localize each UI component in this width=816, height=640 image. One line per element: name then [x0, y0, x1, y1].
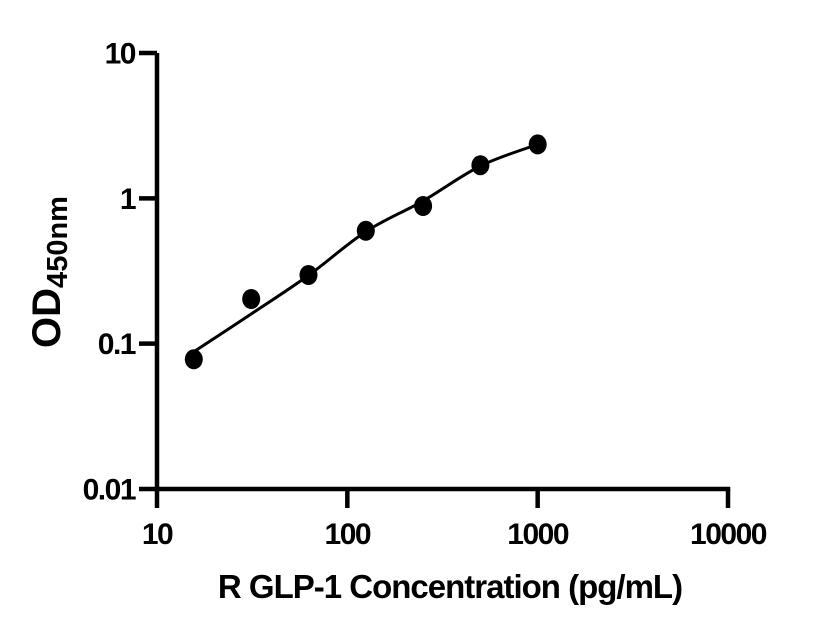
- data-point: [242, 289, 261, 309]
- y-tick-label: 10: [105, 38, 136, 71]
- data-point: [184, 349, 203, 370]
- data-point: [414, 196, 433, 216]
- x-tick-label: 10: [142, 518, 173, 551]
- x-axis-title: R GLP-1 Concentration (pg/mL): [218, 568, 682, 605]
- x-tick-label: 10000: [690, 518, 767, 551]
- x-tick-label: 100: [325, 518, 371, 551]
- data-point: [528, 134, 547, 155]
- y-tick-label: 0.1: [98, 328, 136, 361]
- y-axis-title-main: OD: [25, 288, 69, 348]
- y-axis-ticks: 10 1 0.1 0.01: [83, 38, 157, 507]
- y-tick-label: 0.01: [83, 474, 136, 507]
- data-point: [471, 155, 490, 176]
- x-axis-ticks: 10 100 1000 10000: [142, 489, 768, 551]
- y-axis-title-subscript: 450nm: [42, 196, 74, 288]
- x-tick-label: 1000: [507, 518, 569, 551]
- data-point: [299, 265, 318, 285]
- fit-curve-line: [192, 142, 540, 354]
- y-axis-title: OD450nm: [25, 196, 74, 348]
- data-point: [356, 220, 375, 241]
- axes: [154, 53, 731, 492]
- y-tick-label: 1: [120, 183, 136, 216]
- data-points: [184, 134, 547, 370]
